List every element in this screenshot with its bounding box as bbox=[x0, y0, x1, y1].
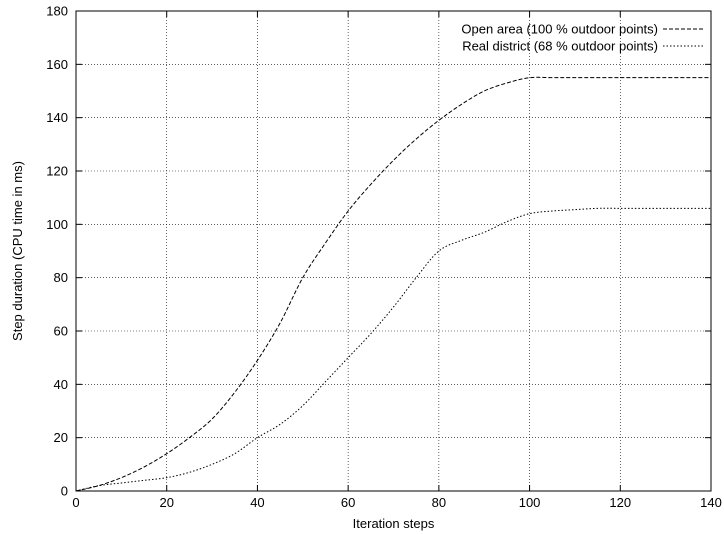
y-tick-label: 20 bbox=[54, 430, 68, 445]
y-tick-label: 0 bbox=[61, 484, 68, 499]
series-line-open-area bbox=[75, 76, 711, 492]
legend: Open area (100 % outdoor points) Real di… bbox=[461, 22, 704, 54]
y-axis-label: Step duration (CPU time in ms) bbox=[10, 161, 25, 341]
axis-ticks: 0 20 40 60 80 100 120 140 160 180 0 20 40 60 80 100 120 1… bbox=[46, 4, 722, 511]
y-tick-label: 160 bbox=[46, 57, 68, 72]
plot-frame bbox=[75, 10, 712, 492]
x-tick-label: 60 bbox=[341, 495, 355, 510]
y-tick-label: 100 bbox=[46, 217, 68, 232]
grid bbox=[76, 11, 711, 491]
y-tick-label: 140 bbox=[46, 110, 68, 125]
x-axis-label: Iteration steps bbox=[353, 516, 435, 531]
x-tick-label: 120 bbox=[609, 495, 631, 510]
y-tick-label: 180 bbox=[46, 4, 68, 19]
y-tick-label: 40 bbox=[54, 377, 68, 392]
x-tick-label: 140 bbox=[700, 495, 722, 510]
series-line-real-district bbox=[75, 207, 711, 492]
x-tick-label: 100 bbox=[519, 495, 541, 510]
y-tick-label: 60 bbox=[54, 324, 68, 339]
x-tick-label: 80 bbox=[432, 495, 446, 510]
legend-label-open-area: Open area (100 % outdoor points) bbox=[461, 22, 658, 37]
y-tick-label: 120 bbox=[46, 164, 68, 179]
legend-label-real-district: Real district (68 % outdoor points) bbox=[462, 39, 658, 54]
y-tick-label: 80 bbox=[54, 270, 68, 285]
series-layer bbox=[75, 76, 711, 492]
x-tick-label: 40 bbox=[250, 495, 264, 510]
x-tick-label: 20 bbox=[159, 495, 173, 510]
x-tick-label: 0 bbox=[72, 495, 79, 510]
